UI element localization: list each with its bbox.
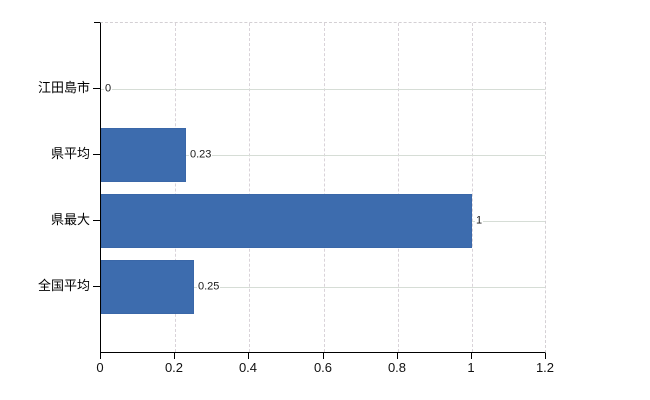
x-axis-label-0.8: 0.8 [387,360,407,375]
vertical-gridline [249,23,250,352]
y-axis-tick [93,88,100,89]
value-label: 0 [104,82,113,95]
x-axis-tick [397,353,398,359]
x-axis-tick [471,353,472,359]
vertical-gridline [398,23,399,352]
y-axis-label-4: 全国平均 [37,278,90,293]
plot-area: 0 0.23 1 0.25 [100,22,546,353]
category-gridline [101,155,545,156]
y-axis-tick [93,286,100,287]
x-axis-label-0.4: 0.4 [238,360,258,375]
category-gridline [101,89,545,90]
x-axis-tick [100,353,101,359]
bar-全国平均 [101,260,194,314]
value-label: 1 [475,214,484,227]
vertical-gridline [175,23,176,352]
vertical-gridline [324,23,325,352]
x-axis-tick [545,353,546,359]
x-axis-tick [248,353,249,359]
bar-県最大 [101,194,472,248]
x-axis-label-1: 1 [467,360,475,375]
value-label: 0.23 [189,148,213,161]
y-axis-label-3: 県最大 [50,212,90,227]
value-label: 0.25 [197,280,221,293]
x-axis-label-0.6: 0.6 [313,360,333,375]
vertical-gridline [472,23,473,352]
category-gridline [101,287,545,288]
y-axis-top-tick [94,22,100,23]
y-axis-label-2: 県平均 [50,146,90,161]
y-axis-label-1: 江田島市 [37,80,90,95]
x-axis-label-0: 0 [96,360,104,375]
y-axis-tick [93,154,100,155]
y-axis-tick [93,220,100,221]
bar-県平均 [101,128,186,182]
x-axis-label-1.2: 1.2 [535,360,555,375]
x-axis-tick [174,353,175,359]
x-axis-label-0.2: 0.2 [164,360,184,375]
x-axis-tick [323,353,324,359]
